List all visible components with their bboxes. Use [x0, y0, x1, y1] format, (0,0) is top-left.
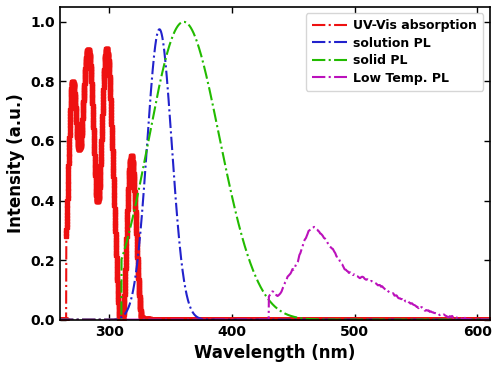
Low Temp. PL [57, 317, 63, 322]
Low Temp. PL [369, 279, 375, 284]
UV-Vis absorption [57, 317, 63, 322]
Legend: UV-Vis absorption, solution PL, solid PL, Low Temp. PL: UV-Vis absorption, solution PL, solid PL… [306, 13, 484, 91]
solution PL [238, 317, 244, 322]
UV-Vis absorption [104, 46, 110, 51]
solid PL [474, 317, 480, 322]
UV-Vis absorption [238, 317, 244, 322]
solution PL [241, 317, 247, 322]
solution PL [57, 317, 63, 322]
solution PL [262, 317, 268, 322]
Line: UV-Vis absorption: UV-Vis absorption [60, 49, 490, 320]
solid PL [262, 291, 268, 296]
UV-Vis absorption [474, 317, 480, 322]
solid PL [452, 317, 458, 322]
UV-Vis absorption [452, 317, 458, 322]
UV-Vis absorption [262, 317, 268, 322]
Low Temp. PL [311, 225, 317, 229]
solid PL [369, 317, 375, 322]
UV-Vis absorption [241, 317, 247, 322]
UV-Vis absorption [486, 317, 492, 322]
Low Temp. PL [486, 317, 492, 322]
solid PL [180, 20, 186, 24]
solution PL [156, 27, 162, 31]
Low Temp. PL [241, 317, 247, 322]
Line: solution PL: solution PL [60, 29, 490, 320]
Low Temp. PL [452, 314, 458, 319]
Low Temp. PL [474, 317, 480, 322]
solid PL [486, 317, 492, 322]
solid PL [238, 229, 244, 234]
Low Temp. PL [238, 317, 244, 322]
Line: Low Temp. PL: Low Temp. PL [60, 227, 490, 320]
Y-axis label: Intensity (a.u.): Intensity (a.u.) [7, 93, 25, 233]
solid PL [241, 241, 247, 246]
Line: solid PL: solid PL [60, 22, 490, 320]
Low Temp. PL [261, 317, 267, 322]
X-axis label: Wavelength (nm): Wavelength (nm) [194, 344, 356, 362]
solution PL [369, 317, 375, 322]
solid PL [57, 317, 63, 322]
solution PL [474, 317, 480, 322]
solution PL [452, 317, 458, 322]
solution PL [486, 317, 492, 322]
UV-Vis absorption [369, 317, 375, 322]
